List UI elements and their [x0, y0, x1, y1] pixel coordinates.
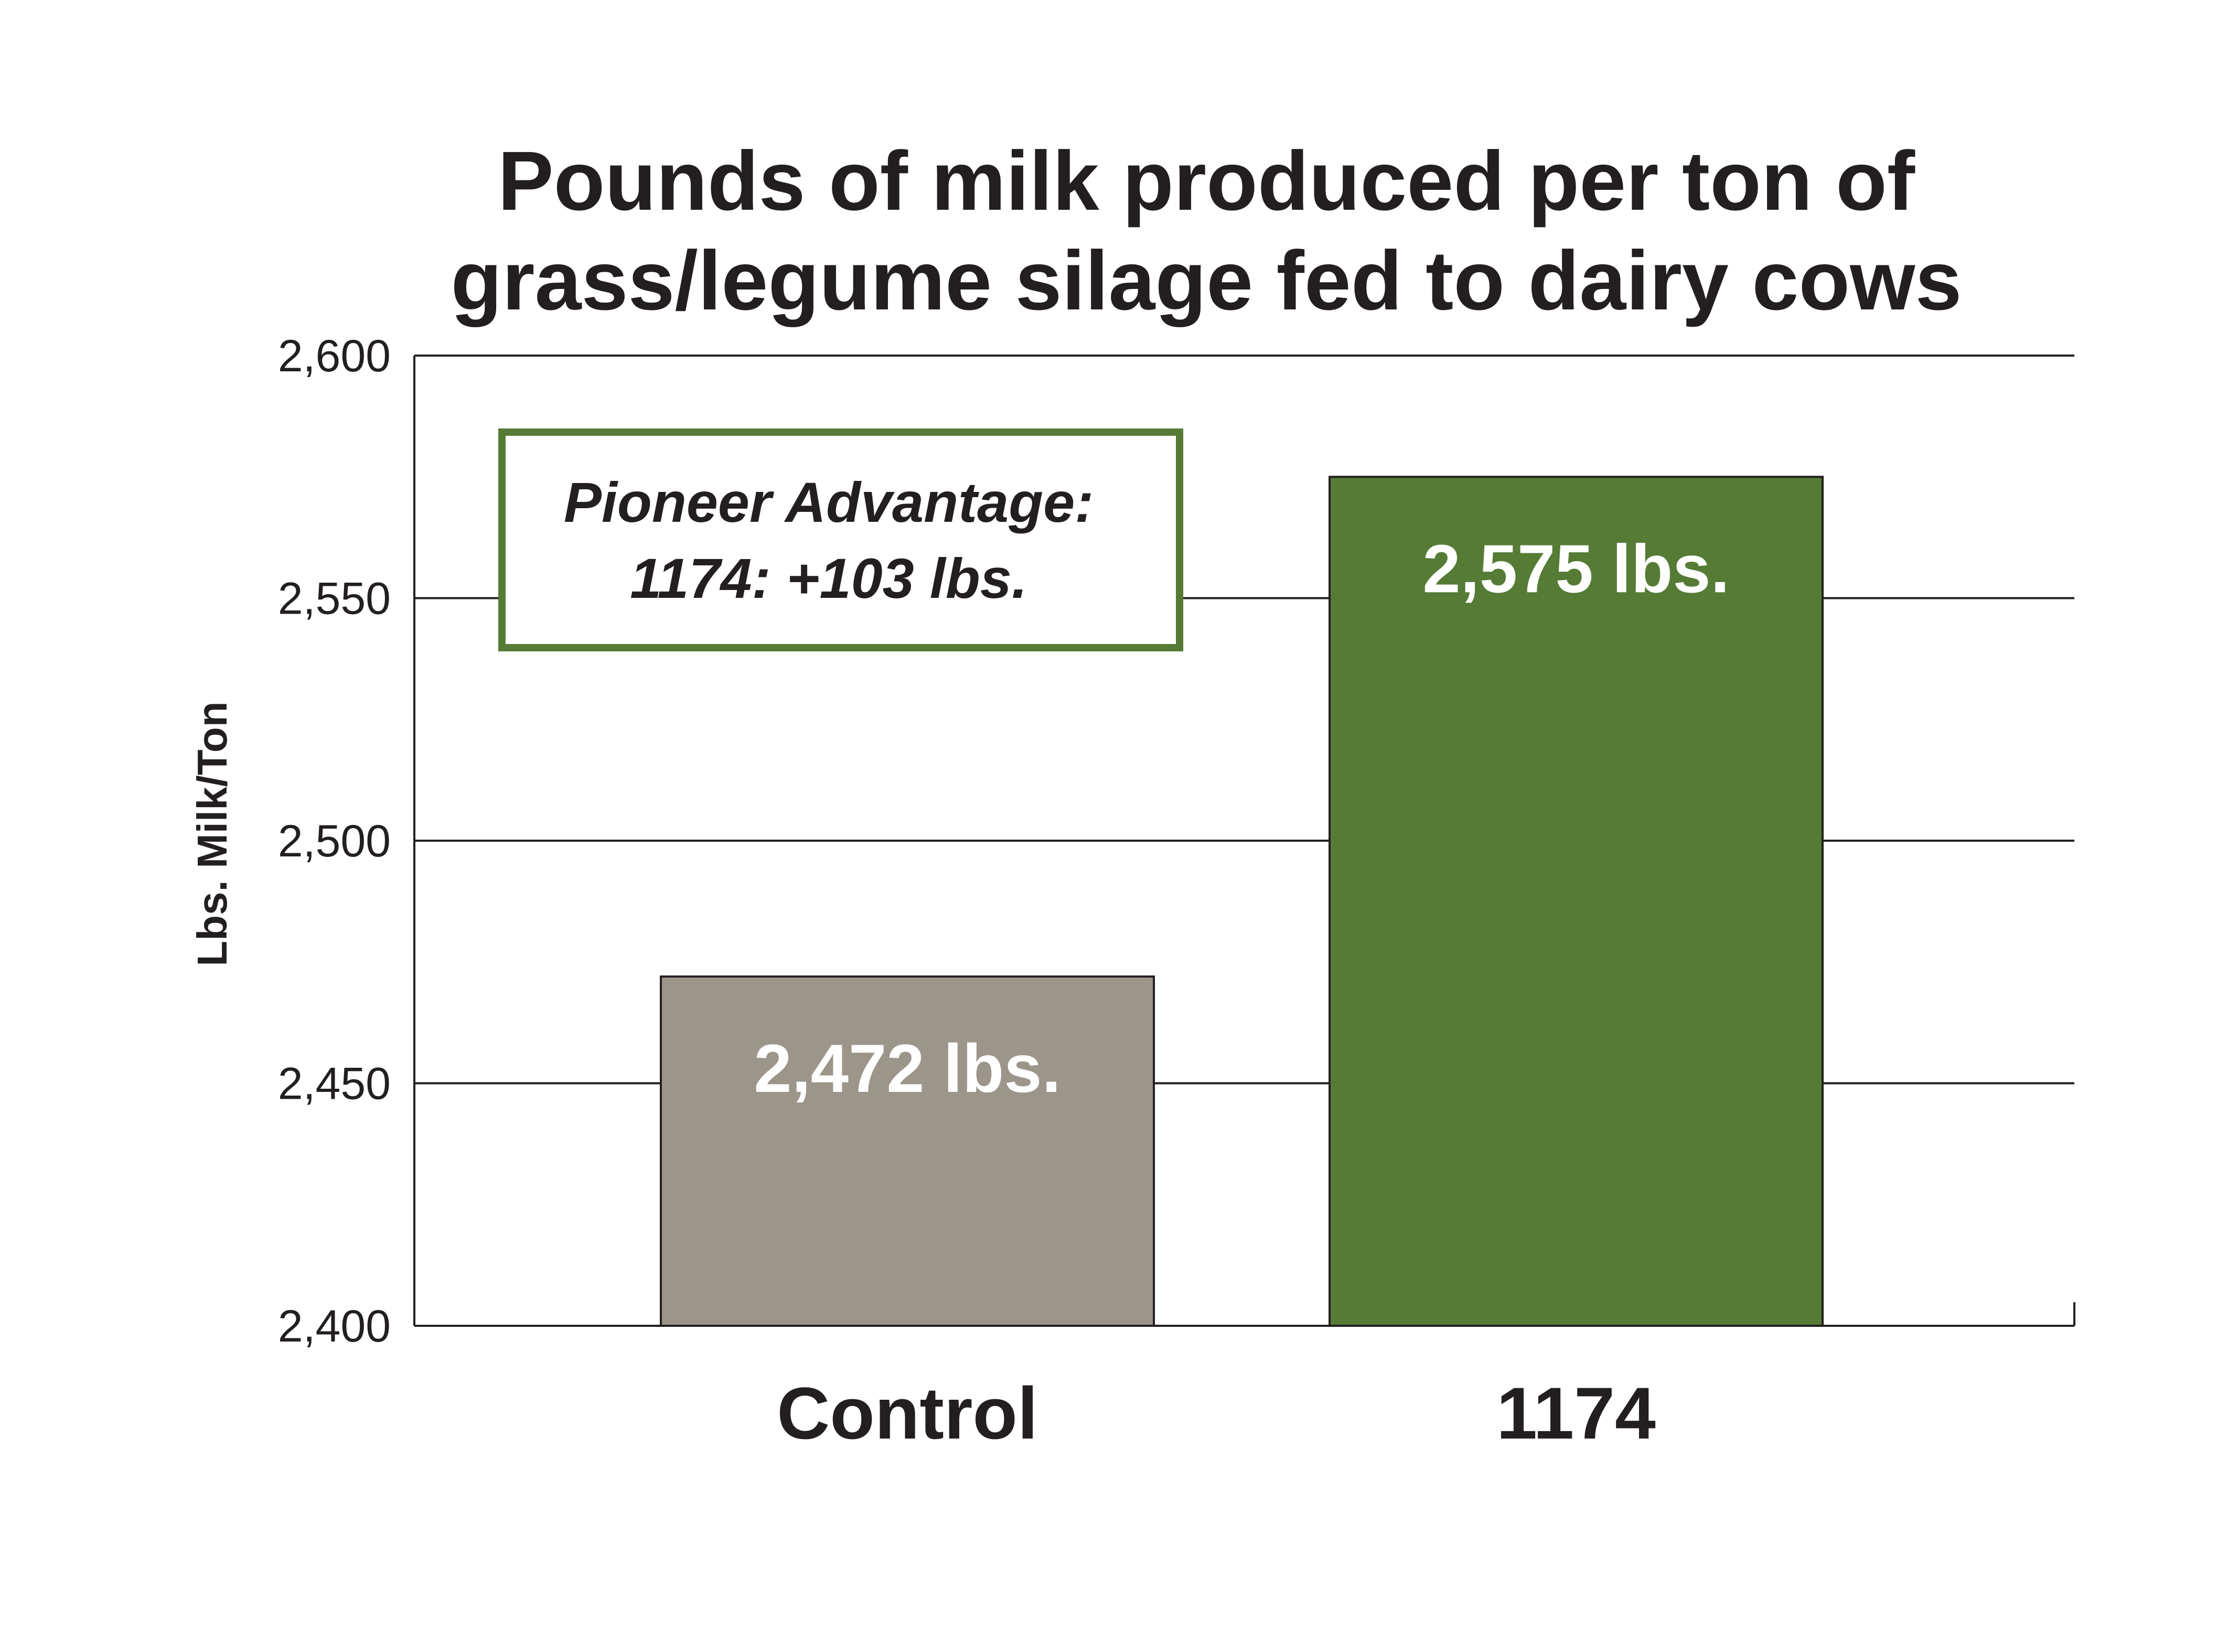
chart-title: Pounds of milk produced per ton of grass… [451, 134, 1962, 327]
y-axis-ticks: 2,400 2,450 2,500 2,550 2,600 [278, 331, 391, 1351]
annotation-line: Pioneer Advantage: [564, 470, 1094, 534]
y-tick-label: 2,500 [278, 816, 391, 866]
data-labels: 2,472 lbs. 2,575 lbs. [754, 530, 1729, 1107]
x-axis-categories: Control 1174 [777, 1372, 1656, 1454]
annotation-border [498, 428, 1183, 651]
bar-value-label: 2,575 lbs. [1422, 530, 1729, 607]
bar-value-label: 2,472 lbs. [754, 1030, 1061, 1107]
x-category-label: Control [777, 1372, 1038, 1454]
y-axis-label: Lbs. Milk/Ton [189, 701, 235, 966]
y-tick-label: 2,600 [278, 331, 391, 381]
x-category-label: 1174 [1496, 1372, 1656, 1454]
bar [660, 975, 1155, 1327]
chart-title-line: Pounds of milk produced per ton of [498, 134, 1915, 228]
chart-title-line: grass/legume silage fed to dairy cows [451, 233, 1962, 327]
y-tick-label: 2,400 [278, 1301, 391, 1351]
y-tick-label: 2,550 [278, 574, 391, 624]
annotation-box: Pioneer Advantage: 1174: +103 lbs. [498, 428, 1183, 651]
y-tick-label: 2,450 [278, 1059, 391, 1109]
axes [413, 356, 2075, 1327]
annotation-line: 1174: +103 lbs. [630, 546, 1027, 610]
